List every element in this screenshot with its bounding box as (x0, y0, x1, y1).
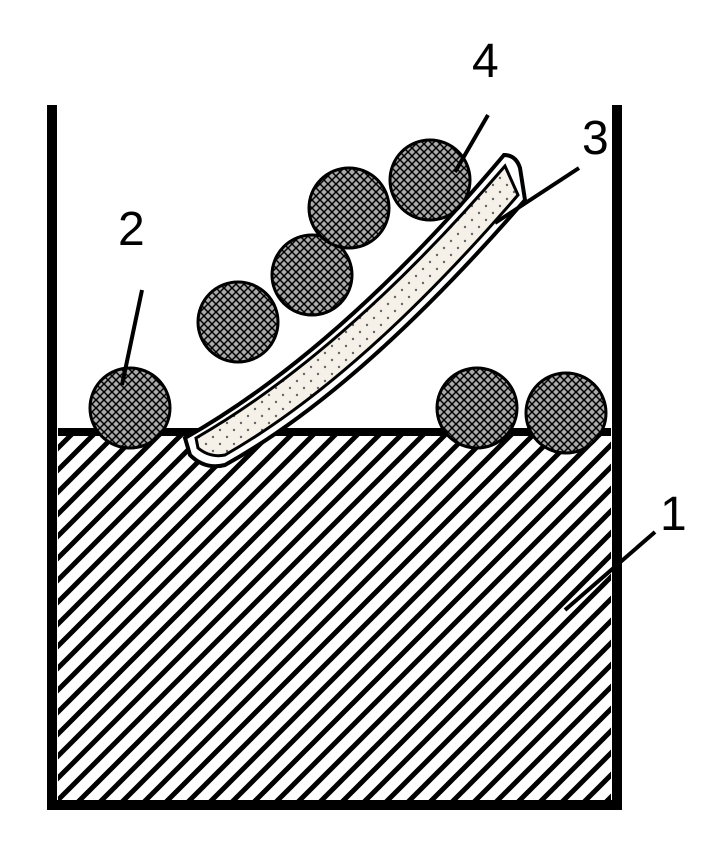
label-2: 2 (118, 203, 145, 256)
liquid-region (58, 432, 611, 802)
sphere-5 (390, 140, 470, 220)
label-1: 1 (660, 488, 687, 541)
label-3: 3 (582, 112, 609, 165)
sphere-2 (198, 282, 278, 362)
label-4: 4 (472, 35, 499, 88)
sphere-4 (309, 168, 389, 248)
sphere-7 (526, 373, 606, 453)
diagram-root: 1 2 3 4 (0, 0, 714, 862)
diagram-svg: 1 2 3 4 (0, 0, 714, 862)
sphere-6 (437, 368, 517, 448)
sphere-1 (90, 368, 170, 448)
leader-line-4 (455, 115, 488, 172)
